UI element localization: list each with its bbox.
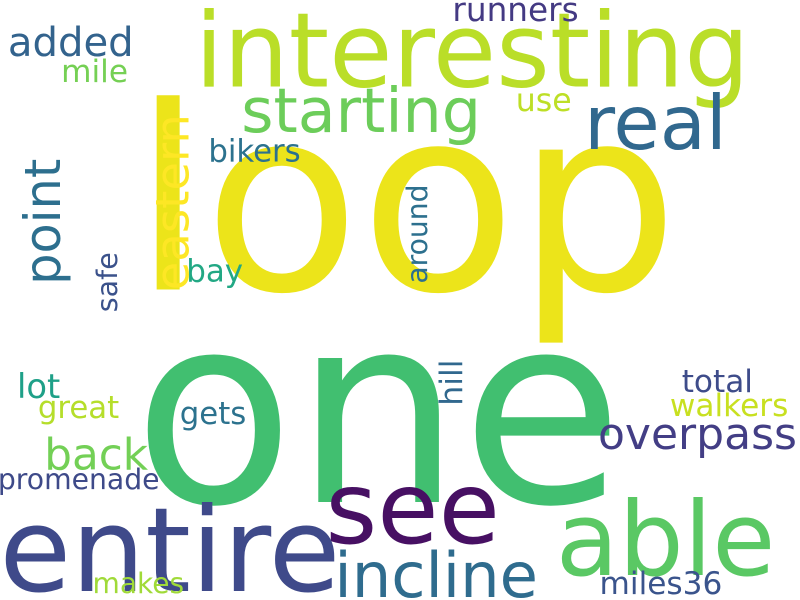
word-one: one <box>133 259 624 566</box>
word-see: see <box>325 452 500 567</box>
word-lot: lot <box>16 367 61 406</box>
word-entire: entire <box>0 483 341 600</box>
word-incline: incline <box>334 539 538 600</box>
word-great: great <box>37 390 120 426</box>
word-bikers: bikers <box>208 133 301 170</box>
word-starting: starting <box>241 75 481 147</box>
word-miles36: miles36 <box>599 566 723 600</box>
word-makes: makes <box>92 567 185 600</box>
word-safe: safe <box>90 252 124 313</box>
word-hill: hill <box>434 359 470 406</box>
word-point: point <box>14 158 72 285</box>
word-bay: bay <box>186 253 244 290</box>
word-real: real <box>584 79 727 167</box>
word-walkers: walkers <box>669 388 789 424</box>
word-total: total <box>681 364 753 400</box>
word-overpass: overpass <box>598 409 797 460</box>
word-runners: runners <box>452 0 579 29</box>
word-able: able <box>555 481 776 600</box>
word-promenade: promenade <box>0 463 160 496</box>
word-around: around <box>401 184 434 284</box>
word-back: back <box>44 429 149 481</box>
word-loop: loop <box>132 53 679 351</box>
word-added: added <box>7 20 134 66</box>
word-use: use <box>515 83 572 119</box>
word-mile: mile <box>61 54 129 90</box>
word-interesting: interesting <box>194 0 750 112</box>
word-gets: gets <box>179 396 247 432</box>
